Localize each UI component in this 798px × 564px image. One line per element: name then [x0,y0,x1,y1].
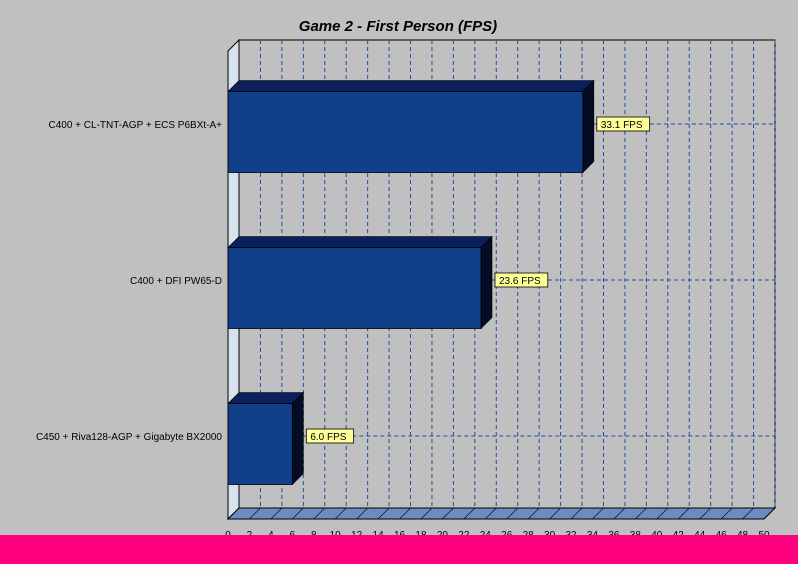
floor-gridline [442,507,454,520]
floor-gridline [227,507,240,520]
category-label: C450 + Riva128-AGP + Gigabyte BX2000 [36,432,222,443]
floor-gridline [720,507,733,520]
bar-top [227,80,595,92]
floor-gridline [334,507,347,520]
bar [227,403,293,485]
floor-gridline [463,507,476,520]
data-label: 6.0 FPS [305,428,354,444]
floor-gridline [570,507,583,520]
bar-side [292,391,304,486]
floor-gridline [356,507,368,520]
data-label-box [305,428,354,444]
data-label-box [494,272,549,288]
floor-gridline [313,507,325,520]
bar-top [227,392,305,404]
floor-gridline [549,507,561,520]
floor-gridline [270,507,283,520]
data-label-text: 23.6 FPS [499,276,541,287]
floor [226,507,777,520]
bottom-strip [0,535,798,564]
category-label: C400 + DFI PW65-D [130,276,222,287]
floor-gridline [763,507,776,520]
data-label-text: 6.0 FPS [310,432,346,443]
plot-area: 0246810121416182022242628303234363840424… [36,38,777,541]
floor-gridline [699,507,711,520]
floor-gridline [377,507,390,520]
floor-gridline [506,507,518,520]
floor-gridline [656,507,669,520]
floor-gridline [292,507,304,520]
bar [227,91,584,173]
data-label-text: 33.1 FPS [601,120,643,131]
floor-gridline [613,507,626,520]
bar-top [227,236,493,248]
chart-title: Game 2 - First Person (FPS) [299,18,497,35]
data-label-box [596,116,651,132]
bar [227,247,482,329]
floor-gridline [420,507,433,520]
bar-side [480,235,493,330]
floor-gridline [592,507,604,520]
floor-gridline [635,507,647,520]
category-label: C400 + CL-TNT-AGP + ECS P6BXt-A+ [49,120,223,131]
floor-gridline [485,507,497,520]
data-label: 23.6 FPS [494,272,549,288]
bar-side [582,79,595,174]
floor-gridline [527,507,540,520]
floor-gridline [249,507,261,520]
data-label: 33.1 FPS [596,116,651,132]
floor-gridline [399,507,411,520]
floor-gridline [742,507,754,520]
floor-gridline [678,507,690,520]
